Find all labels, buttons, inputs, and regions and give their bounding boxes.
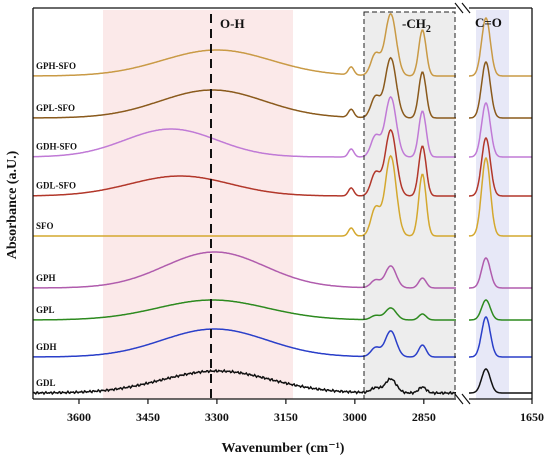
series-label-gdl-sfo: GDL-SFO xyxy=(36,181,76,191)
x-tick-label: 2850 xyxy=(412,410,436,424)
series-line-gdl-sfo xyxy=(33,128,456,197)
series-label-sfo: SFO xyxy=(36,221,54,231)
series-line-gpl xyxy=(33,299,456,321)
series-line-gdl xyxy=(32,368,456,396)
x-tick-label: 3300 xyxy=(205,410,229,424)
x-axis-title: Wavenumber (cm⁻¹) xyxy=(222,441,345,456)
y-axis-title: Absorbance (a.U.) xyxy=(5,150,20,259)
series-line-gdh-sfo xyxy=(33,95,456,158)
series-line-gph xyxy=(33,251,456,289)
series-line-co-gph-sfo xyxy=(469,16,532,77)
series-line-co-gdl xyxy=(469,368,532,394)
series-line-gdh xyxy=(33,328,456,358)
series-curves xyxy=(32,12,532,396)
oh-band xyxy=(103,10,293,399)
series-line-sfo xyxy=(33,154,456,237)
co-annotation: C=O xyxy=(475,15,502,30)
series-label-gdl: GDL xyxy=(36,378,56,388)
x-tick-label: 3600 xyxy=(67,410,91,424)
oh-annotation: O-H xyxy=(220,16,245,31)
axis-breaks xyxy=(454,2,471,405)
series-line-co-gdh xyxy=(469,316,532,358)
ch2-annotation: -CH2 xyxy=(402,16,431,35)
x-tick-label: 3150 xyxy=(274,410,298,424)
series-label-gdh-sfo: GDH-SFO xyxy=(36,141,77,151)
series-line-co-gpl xyxy=(469,299,532,321)
series-line-gpl-sfo xyxy=(33,56,456,119)
series-line-gph-sfo xyxy=(33,12,456,77)
series-line-co-gdl-sfo xyxy=(469,136,532,197)
x-tick-label: 1650 xyxy=(520,410,544,424)
series-label-gpl: GPL xyxy=(36,305,55,315)
series-line-co-gph xyxy=(469,257,532,289)
series-label-gph: GPH xyxy=(36,273,56,283)
series-label-gph-sfo: GPH-SFO xyxy=(36,61,76,71)
series-labels: GDL GDH GPL GPH SFO GDL-SFO GDH-SFO GPL-SFO GPH-… xyxy=(36,61,77,388)
series-line-co-gpl-sfo xyxy=(469,61,532,119)
x-tick-label: 3450 xyxy=(136,410,160,424)
series-label-gdh: GDH xyxy=(36,342,57,352)
series-line-co-sfo xyxy=(468,156,532,237)
series-label-gpl-sfo: GPL-SFO xyxy=(36,103,75,113)
series-line-co-gdh-sfo xyxy=(469,102,532,158)
x-ticks: 3600 3450 3300 3150 3000 2850 1650 xyxy=(67,399,544,424)
x-tick-label: 3000 xyxy=(343,410,367,424)
axis-frame xyxy=(32,7,533,400)
